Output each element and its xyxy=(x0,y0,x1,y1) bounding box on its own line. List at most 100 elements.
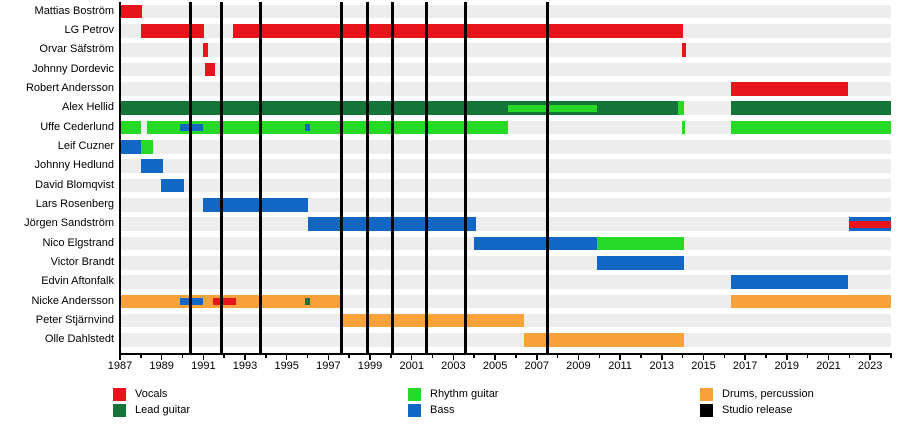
year-tick xyxy=(265,354,267,358)
row-track xyxy=(120,4,891,19)
legend-swatch-studio_release xyxy=(700,404,713,417)
overlay-bass xyxy=(305,124,310,132)
year-tick xyxy=(327,354,330,360)
year-tick xyxy=(369,354,371,360)
year-tick xyxy=(827,354,830,360)
year-tick xyxy=(473,354,475,358)
year-tick xyxy=(244,354,246,360)
year-label: 2009 xyxy=(566,359,591,372)
year-tick xyxy=(348,354,350,358)
bar-vocals xyxy=(232,24,683,38)
year-tick xyxy=(869,354,871,360)
bar-rhythm_guitar xyxy=(678,101,684,115)
year-label: 2013 xyxy=(649,359,675,372)
bar-lead_guitar xyxy=(120,101,684,115)
year-label: 1993 xyxy=(232,359,258,372)
member-label: LG Petrov xyxy=(64,24,114,37)
bar-vocals xyxy=(730,82,849,96)
legend-swatch-lead_guitar xyxy=(113,404,126,417)
year-label: 1999 xyxy=(357,359,383,372)
year-tick xyxy=(515,354,517,358)
year-label: 2011 xyxy=(608,359,632,372)
row-track xyxy=(120,178,891,193)
studio-release-line xyxy=(340,2,344,353)
year-tick xyxy=(619,354,621,360)
year-label: 2001 xyxy=(399,359,424,372)
year-label: 1991 xyxy=(191,359,216,372)
bar-rhythm_guitar xyxy=(140,140,154,154)
bar-lead_guitar xyxy=(730,101,891,115)
year-tick xyxy=(140,354,142,358)
studio-release-line xyxy=(545,2,549,353)
year-tick xyxy=(598,354,601,358)
year-tick xyxy=(577,354,580,360)
legend-label-vocals: Vocals xyxy=(135,388,168,400)
overlay-vocals xyxy=(212,297,236,305)
year-label: 2005 xyxy=(482,359,508,372)
row-track xyxy=(120,198,891,212)
member-label: Victor Brandt xyxy=(50,256,114,268)
year-tick xyxy=(661,354,663,360)
overlay-rhythm_guitar xyxy=(507,104,598,112)
timeline-plot-area: Mattias Boström LG Petrov Orvar Säfström Jo… xyxy=(24,2,892,372)
bar-vocals xyxy=(120,4,142,19)
year-label: 2023 xyxy=(857,359,883,372)
studio-release-line xyxy=(366,2,370,353)
member-label: Johnny Dordevic xyxy=(32,62,114,75)
year-label: 2007 xyxy=(524,359,549,372)
bar-bass xyxy=(160,178,184,193)
member-label: Olle Dahlstedt xyxy=(44,333,114,346)
bar-vocals xyxy=(205,62,215,77)
bar-bass xyxy=(730,275,849,289)
overlay-vocals xyxy=(849,220,891,228)
studio-release-line xyxy=(464,2,468,353)
year-tick xyxy=(452,354,455,360)
year-tick xyxy=(390,354,392,358)
year-tick xyxy=(536,354,538,360)
bar-vocals xyxy=(203,43,208,57)
legend: Vocals Lead guitar Rhythm guitar Bass Drums,… xyxy=(0,380,900,425)
member-label: Johnny Hedlund xyxy=(34,159,114,172)
year-tick xyxy=(723,354,726,358)
bar-rhythm_guitar xyxy=(120,120,141,135)
year-label: 2017 xyxy=(732,359,758,372)
year-tick xyxy=(890,354,892,358)
bar-bass xyxy=(203,198,308,212)
row-track xyxy=(120,275,891,289)
year-tick xyxy=(181,354,184,358)
row-track xyxy=(120,256,891,270)
year-tick xyxy=(410,354,413,360)
member-label: Peter Stjärnvind xyxy=(35,313,114,326)
bar-rhythm_guitar xyxy=(147,120,508,135)
year-label: 2003 xyxy=(441,359,466,372)
legend-swatch-drums xyxy=(700,388,713,401)
year-tick xyxy=(494,354,496,360)
year-label: 1997 xyxy=(316,359,341,372)
studio-release-line xyxy=(189,2,193,353)
year-tick xyxy=(640,354,642,358)
bar-drums xyxy=(730,294,891,309)
year-label: 1989 xyxy=(149,359,174,372)
year-tick xyxy=(202,354,205,360)
x-axis-line xyxy=(119,352,892,355)
year-tick xyxy=(681,354,684,358)
year-tick xyxy=(765,354,767,358)
bar-rhythm_guitar xyxy=(681,120,685,135)
member-label: Lars Rosenberg xyxy=(35,198,114,211)
bar-rhythm_guitar xyxy=(730,120,891,135)
member-label: Leif Cuzner xyxy=(57,140,114,153)
member-label: Jörgen Sandström xyxy=(24,217,114,230)
studio-release-line xyxy=(219,2,223,353)
year-tick xyxy=(806,354,809,358)
year-tick xyxy=(848,354,851,358)
year-tick xyxy=(119,354,121,360)
member-label: Nicke Andersson xyxy=(31,294,114,307)
member-label: Nico Elgstrand xyxy=(42,236,114,249)
bar-rhythm_guitar xyxy=(597,236,684,251)
legend-label-studio_release: Studio release xyxy=(722,404,793,416)
legend-swatch-rhythm_guitar xyxy=(408,388,421,401)
y-axis-line xyxy=(119,2,121,353)
year-tick xyxy=(556,354,559,358)
legend-swatch-vocals xyxy=(113,388,126,401)
